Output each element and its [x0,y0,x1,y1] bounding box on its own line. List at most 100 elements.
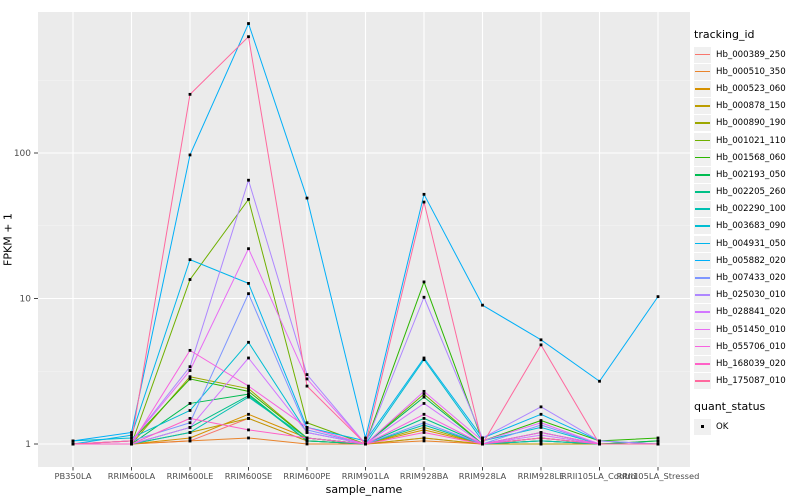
legend-item: Hb_000523_060 [694,80,800,97]
legend-line-icon [695,328,710,331]
legend-item-label: Hb_001568_060 [716,152,786,163]
data-point [130,436,133,440]
data-point [422,358,426,362]
legend-item: Hb_002205_260 [694,184,800,201]
legend-key [694,304,711,321]
y-tick-label: 10 [20,295,32,305]
data-point [130,442,133,446]
legend-key [694,252,711,269]
data-point [598,442,601,446]
legend-item-label: Hb_002205_260 [716,187,786,198]
data-point [539,343,543,347]
data-point [422,439,426,443]
data-point [188,258,192,262]
data-point [188,365,192,369]
data-point [130,433,133,437]
legend-item-label: OK [716,421,729,432]
legend-key [694,80,711,97]
data-point [364,442,367,446]
legend-item: Hb_025030_010 [694,287,800,304]
x-tick-label: RRIM600LE [167,471,214,481]
legend-line-icon [695,156,710,159]
legend-line-icon [695,259,710,262]
x-tick-label: RRII105LA_Stressed [617,471,700,481]
legend-key [694,115,711,132]
x-tick-label: RRIM928LA [459,471,507,481]
ok-point-icon [701,425,705,429]
y-axis-title: FPKM + 1 [1,213,15,266]
legend-line-icon [695,277,710,279]
data-point [422,421,426,425]
legend-line-icon [695,362,710,365]
data-point [598,439,601,443]
legend-item-label: Hb_000878_150 [716,101,786,112]
data-point [656,295,660,299]
data-point [422,426,426,429]
data-point [539,436,543,440]
x-tick-label: RRIM600LA [108,471,156,481]
data-point [305,439,309,443]
data-point [247,389,250,393]
data-point [188,377,192,381]
legend-key [694,373,711,390]
data-point [247,395,250,399]
data-point [539,412,543,416]
legend-line-icon [695,294,710,296]
legend-line-icon [695,87,710,90]
y-tick-label: 100 [14,149,31,159]
x-tick-label: RRIM600PE [283,471,330,481]
data-point [247,22,250,25]
data-point [364,439,367,443]
data-point [247,356,250,360]
legend-item: Hb_001021_110 [694,132,800,149]
legend-item: Hb_175087_010 [694,373,800,390]
ok-point-key [694,418,711,435]
x-tick-label: RRIM600SE [225,471,272,481]
data-point [422,395,426,399]
legend-line-icon [695,311,710,313]
legend-key [694,149,711,166]
data-point [422,402,426,405]
legend-line-icon [695,191,710,193]
data-point [422,389,426,393]
legend-item: Hb_051450_010 [694,321,800,338]
legend-item-label: Hb_168039_020 [716,358,786,369]
data-point [188,421,192,425]
data-point [422,436,426,440]
data-point [422,356,426,360]
data-point [422,412,426,416]
data-point [305,377,309,381]
legend-item: Hb_004931_050 [694,235,800,252]
legend-key [694,63,711,80]
legend-line-icon [695,345,710,348]
data-point [188,348,192,352]
legend-item: Hb_000510_350 [694,63,800,80]
data-point [539,405,543,409]
legend-key [694,235,711,252]
legend-line-icon [695,122,710,124]
data-point [247,428,250,432]
legend-line-icon [695,53,710,56]
data-point [539,338,543,342]
x-tick-label: PB350LA [54,471,91,481]
data-point [539,423,543,427]
data-point [305,384,309,388]
data-point [422,428,426,432]
data-point [481,303,484,307]
legend-item-label: Hb_005882_020 [716,255,786,266]
legend-key [694,270,711,287]
data-point [188,439,192,443]
legend-line-icon [695,70,710,73]
legend-item-label: Hb_025030_010 [716,290,786,301]
x-tick-label: RRIM928LE [518,471,565,481]
legend-line-icon [695,225,710,228]
data-point [305,436,309,440]
data-point [481,439,484,443]
legend-key [694,338,711,355]
legend-item-label: Hb_001021_110 [716,135,786,146]
legend-line-icon [695,208,710,210]
data-point [656,442,660,446]
data-point [539,439,543,443]
x-axis-title: sample_name [325,483,403,496]
data-point [71,439,75,443]
